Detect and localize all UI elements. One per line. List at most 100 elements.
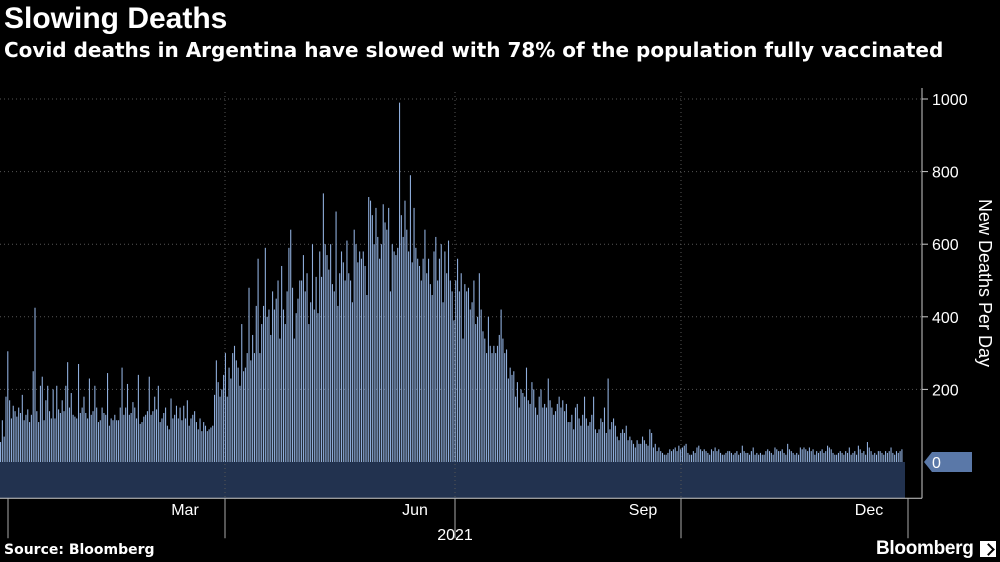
bar <box>87 418 89 462</box>
bar <box>411 262 413 462</box>
bar <box>874 452 876 462</box>
bar <box>417 258 419 462</box>
bar <box>616 436 618 462</box>
bar <box>591 414 593 462</box>
bar <box>821 449 823 462</box>
bar <box>184 418 187 462</box>
bar <box>620 432 622 462</box>
bar <box>578 418 580 462</box>
bar <box>54 418 56 462</box>
bar <box>823 452 825 462</box>
bar <box>433 251 435 462</box>
bar <box>431 295 433 462</box>
bar <box>311 244 314 462</box>
bar <box>525 367 528 462</box>
bar <box>881 452 883 462</box>
bar <box>645 443 647 462</box>
bar <box>504 353 506 462</box>
bar <box>723 454 725 462</box>
bar <box>861 452 863 462</box>
bar <box>836 454 838 462</box>
bar <box>406 229 408 462</box>
bar <box>438 258 440 462</box>
bar <box>618 440 620 462</box>
bar <box>743 451 745 462</box>
bar <box>322 193 324 462</box>
bar <box>157 385 159 462</box>
bar <box>877 451 879 462</box>
bar <box>16 416 18 463</box>
bar <box>718 449 720 462</box>
bar <box>583 396 586 462</box>
bar <box>596 432 598 462</box>
bar <box>137 374 139 462</box>
bar <box>77 363 80 462</box>
bar <box>346 240 348 462</box>
bar <box>603 407 606 462</box>
bar <box>776 449 778 462</box>
bar <box>681 447 684 462</box>
y-tick-label: 200 <box>932 382 959 399</box>
bar <box>444 251 446 462</box>
bar <box>36 411 38 462</box>
bar <box>65 385 67 462</box>
bar <box>1 420 3 462</box>
x-tick-label: Jun <box>402 502 428 519</box>
bar <box>373 244 375 462</box>
bar <box>74 416 76 463</box>
bar <box>453 320 455 462</box>
bar <box>168 429 170 462</box>
bar <box>632 443 635 462</box>
bar <box>252 334 254 462</box>
bar <box>758 454 760 462</box>
bar <box>710 449 713 462</box>
bar <box>779 451 781 462</box>
bar <box>386 229 388 462</box>
bar <box>177 418 179 462</box>
bar <box>47 385 49 462</box>
bar <box>25 414 27 462</box>
bar <box>183 405 185 462</box>
bar <box>409 175 411 463</box>
bar <box>299 280 301 462</box>
x-axis-label: 2021 <box>437 527 473 544</box>
bar <box>437 280 439 462</box>
bar <box>301 280 303 462</box>
bar <box>814 454 816 462</box>
bar <box>827 445 829 462</box>
bar <box>593 396 595 462</box>
bar <box>640 443 642 462</box>
bar <box>58 409 60 462</box>
bar <box>400 215 402 462</box>
bar <box>159 422 161 462</box>
bar <box>355 244 357 462</box>
bar <box>846 452 849 462</box>
bar <box>233 345 236 462</box>
bar <box>163 413 165 462</box>
bar <box>174 414 176 462</box>
bar <box>807 451 809 462</box>
bar <box>195 422 197 462</box>
bar <box>562 400 564 462</box>
bar <box>12 405 14 462</box>
bar <box>720 452 722 462</box>
bar <box>215 360 217 462</box>
bar <box>605 432 607 462</box>
bar <box>103 413 105 462</box>
bar <box>531 382 533 462</box>
bar <box>872 454 874 462</box>
bar <box>313 309 315 462</box>
bar <box>725 452 727 462</box>
bar <box>288 247 290 462</box>
bar <box>235 360 237 462</box>
bar <box>5 396 7 462</box>
bar <box>175 405 178 462</box>
bar <box>145 414 147 462</box>
bar <box>275 298 277 462</box>
bar <box>513 371 515 462</box>
bar <box>455 280 457 462</box>
bar <box>667 452 669 462</box>
bar <box>756 452 758 462</box>
bar <box>602 422 604 462</box>
